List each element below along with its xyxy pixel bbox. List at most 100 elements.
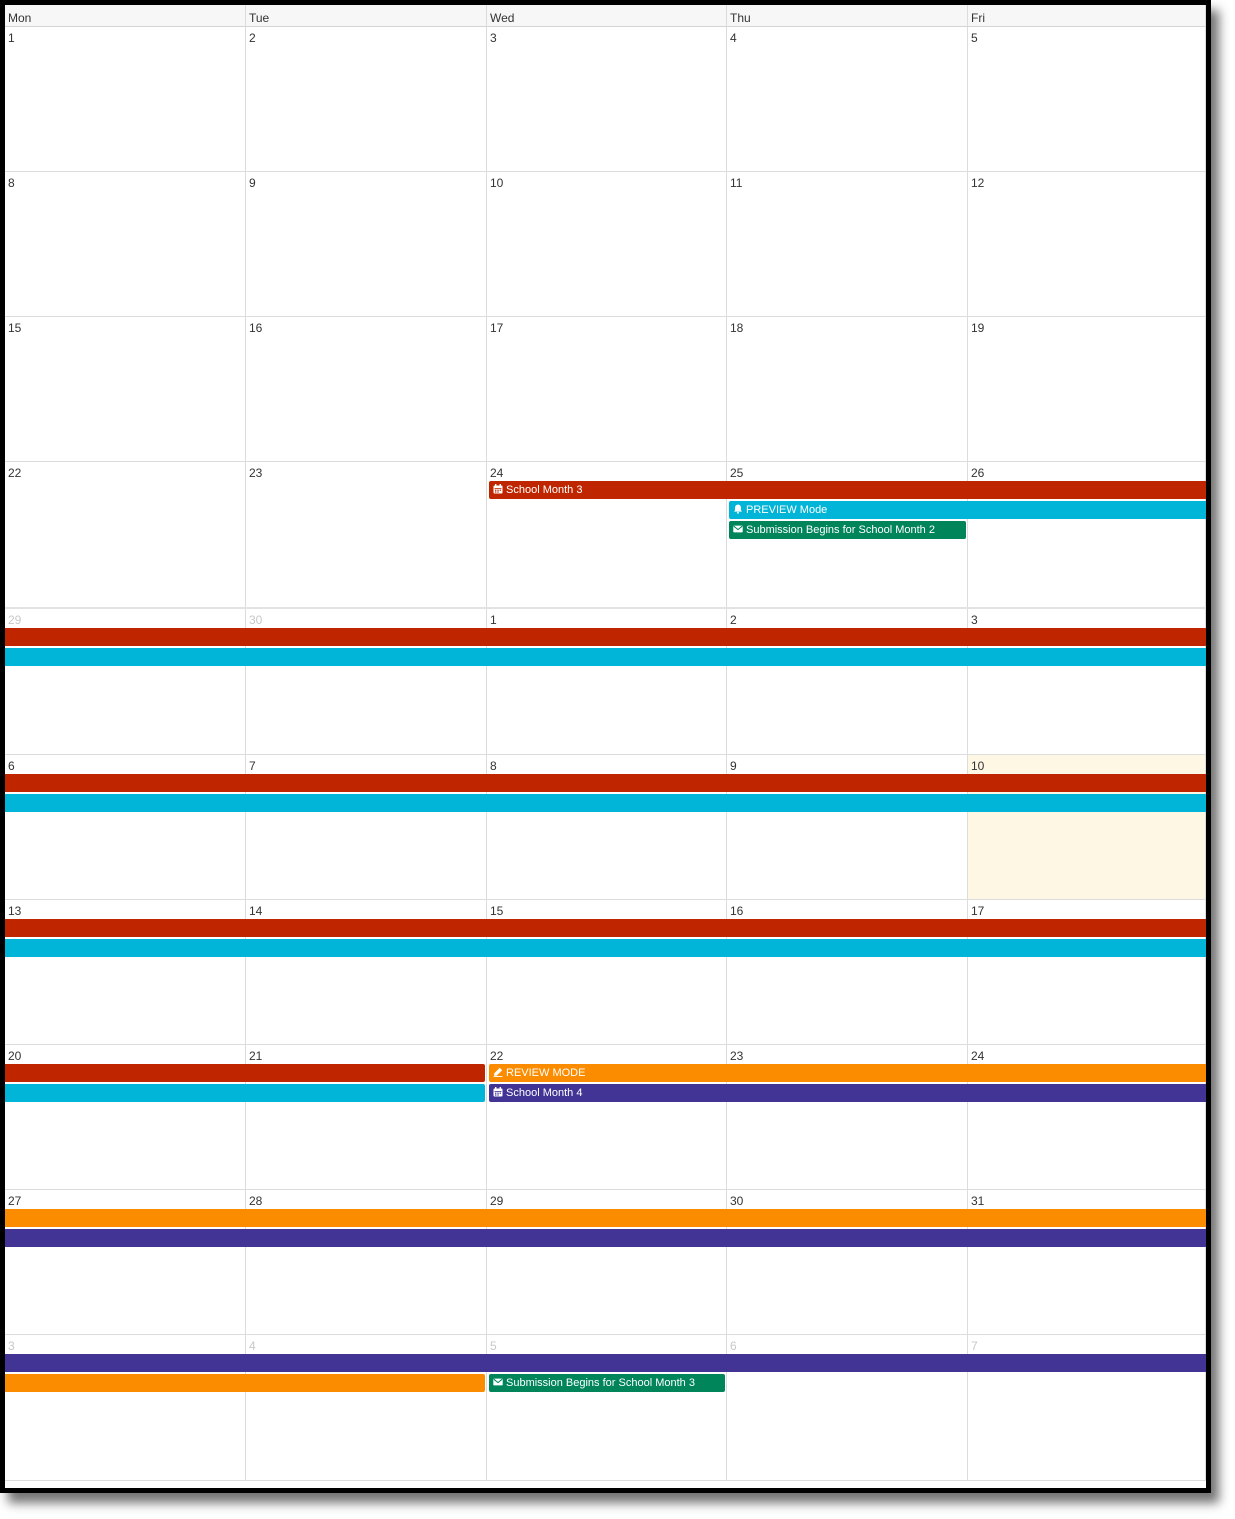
event-school-month-3[interactable]: School Month 3 [489,481,1206,499]
day-number[interactable]: 17 [971,904,985,918]
event-school-month-4-cont[interactable] [5,1354,1206,1372]
day-number[interactable]: 1 [490,613,497,627]
day-cell[interactable]: 30 [727,1190,968,1335]
event-review-mode-cont[interactable] [5,1374,485,1392]
day-cell[interactable]: 9 [727,755,968,900]
day-cell[interactable]: 19 [968,317,1206,462]
day-number[interactable]: 29 [490,1194,504,1208]
event-school-month-4[interactable]: School Month 4 [489,1084,1206,1102]
day-number[interactable]: 20 [8,1049,22,1063]
day-number[interactable]: 18 [730,321,744,335]
day-number[interactable]: 1 [8,31,15,45]
day-number[interactable]: 25 [730,466,744,480]
day-cell[interactable]: 7 [246,755,487,900]
day-number[interactable]: 31 [971,1194,985,1208]
day-number[interactable]: 4 [730,31,737,45]
day-number[interactable]: 9 [249,176,256,190]
event-preview-mode-cont[interactable] [5,794,1206,812]
day-number[interactable]: 24 [490,466,504,480]
day-number[interactable]: 30 [730,1194,744,1208]
day-number[interactable]: 15 [8,321,22,335]
day-cell[interactable]: 23 [727,1045,968,1190]
day-cell[interactable]: 2 [727,609,968,755]
day-cell[interactable]: 22 [5,462,246,609]
day-number[interactable]: 3 [971,613,978,627]
day-cell[interactable]: 3 [5,1335,246,1481]
day-cell[interactable]: 16 [246,317,487,462]
day-cell[interactable]: 17 [487,317,727,462]
day-number[interactable]: 24 [971,1049,985,1063]
event-school-month-3-cont[interactable] [5,919,1206,937]
day-cell[interactable]: 7 [968,1335,1206,1481]
day-number[interactable]: 16 [249,321,263,335]
day-number[interactable]: 22 [8,466,22,480]
day-cell[interactable]: 8 [5,172,246,317]
day-cell[interactable]: 6 [5,755,246,900]
day-cell[interactable]: 5 [487,1335,727,1481]
day-cell[interactable]: 4 [727,27,968,172]
event-preview-mode-cont[interactable] [5,648,1206,666]
day-cell[interactable]: 17 [968,900,1206,1045]
day-number[interactable]: 7 [971,1339,978,1353]
day-number[interactable]: 2 [730,613,737,627]
day-number[interactable]: 19 [971,321,985,335]
day-number[interactable]: 12 [971,176,985,190]
day-number[interactable]: 22 [490,1049,504,1063]
day-number[interactable]: 6 [730,1339,737,1353]
day-cell[interactable]: 29 [5,609,246,755]
day-number[interactable]: 26 [971,466,985,480]
day-number[interactable]: 8 [8,176,15,190]
day-cell[interactable]: 3 [487,27,727,172]
event-preview-mode-cont[interactable] [5,939,1206,957]
day-number[interactable]: 10 [971,759,985,773]
day-cell[interactable]: 20 [5,1045,246,1190]
day-cell[interactable]: 3 [968,609,1206,755]
day-cell[interactable]: 28 [246,1190,487,1335]
day-cell[interactable]: 24 [968,1045,1206,1190]
event-review-mode[interactable]: REVIEW MODE [489,1064,1206,1082]
event-review-mode-cont[interactable] [5,1209,1206,1227]
day-number[interactable]: 13 [8,904,22,918]
day-cell[interactable]: 12 [968,172,1206,317]
day-number[interactable]: 23 [730,1049,744,1063]
day-cell[interactable]: 21 [246,1045,487,1190]
day-number[interactable]: 14 [249,904,263,918]
event-school-month-4-cont[interactable] [5,1229,1206,1247]
day-cell[interactable]: 27 [5,1190,246,1335]
day-cell[interactable]: 29 [487,1190,727,1335]
event-preview-mode-cont[interactable] [5,1084,485,1102]
day-number[interactable]: 7 [249,759,256,773]
day-number[interactable]: 3 [8,1339,15,1353]
day-number[interactable]: 27 [8,1194,22,1208]
day-number[interactable]: 9 [730,759,737,773]
day-number[interactable]: 6 [8,759,15,773]
day-cell[interactable]: 11 [727,172,968,317]
day-number[interactable]: 21 [249,1049,263,1063]
day-number[interactable]: 10 [490,176,504,190]
day-cell[interactable]: 22 [487,1045,727,1190]
day-number[interactable]: 15 [490,904,504,918]
day-cell[interactable]: 4 [246,1335,487,1481]
day-number[interactable]: 3 [490,31,497,45]
day-cell[interactable]: 10 [487,172,727,317]
day-cell[interactable]: 8 [487,755,727,900]
day-number[interactable]: 5 [490,1339,497,1353]
day-cell[interactable]: 16 [727,900,968,1045]
event-submission-school-month-2[interactable]: Submission Begins for School Month 2 [729,521,966,539]
day-cell[interactable]: 5 [968,27,1206,172]
day-cell[interactable]: 6 [727,1335,968,1481]
day-cell[interactable]: 1 [5,27,246,172]
day-cell[interactable]: 31 [968,1190,1206,1335]
day-cell[interactable]: 23 [246,462,487,609]
day-number[interactable]: 29 [8,613,22,627]
day-number[interactable]: 17 [490,321,504,335]
day-number[interactable]: 4 [249,1339,256,1353]
day-number[interactable]: 5 [971,31,978,45]
day-cell[interactable]: 15 [487,900,727,1045]
event-school-month-3-cont[interactable] [5,628,1206,646]
day-number[interactable]: 23 [249,466,263,480]
day-cell[interactable]: 9 [246,172,487,317]
day-cell[interactable]: 2 [246,27,487,172]
day-cell[interactable]: 18 [727,317,968,462]
day-number[interactable]: 28 [249,1194,263,1208]
